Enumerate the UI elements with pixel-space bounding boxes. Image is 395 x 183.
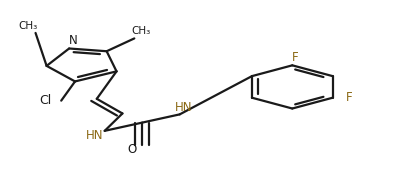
Text: Cl: Cl [39,94,51,107]
Text: N: N [69,34,77,47]
Text: HN: HN [175,101,192,114]
Text: CH₃: CH₃ [132,27,151,36]
Text: O: O [128,143,137,156]
Text: F: F [292,51,299,64]
Text: HN: HN [86,129,103,143]
Text: CH₃: CH₃ [19,21,38,31]
Text: F: F [346,91,353,104]
